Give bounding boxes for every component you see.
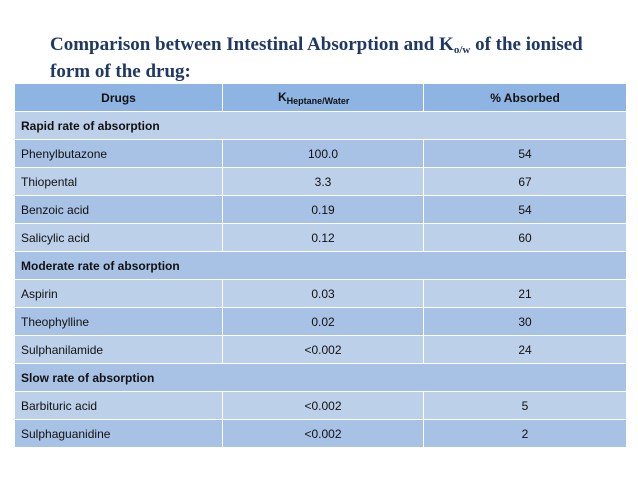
table-row: Barbituric acid <0.002 5 <box>14 391 627 420</box>
header-k-subscript: Heptane/Water <box>286 95 350 106</box>
absorbed-cell: 67 <box>423 167 627 196</box>
absorbed-cell: 24 <box>423 335 627 364</box>
k-value-cell: 3.3 <box>222 167 424 196</box>
k-value-cell: <0.002 <box>222 335 424 364</box>
title-text-start: Comparison between Intestinal Absorption… <box>50 34 454 55</box>
k-value-cell: 0.02 <box>222 307 424 336</box>
header-k-main: K <box>278 89 287 104</box>
drug-name-cell: Aspirin <box>14 279 223 308</box>
absorption-table: Drugs KHeptane/Water % Absorbed Rapid ra… <box>14 83 627 448</box>
absorbed-cell: 30 <box>423 307 627 336</box>
table-row: Phenylbutazone 100.0 54 <box>14 139 627 168</box>
k-value-cell: 0.03 <box>222 279 424 308</box>
absorbed-cell: 2 <box>423 419 627 448</box>
drug-name-cell: Theophylline <box>14 307 223 336</box>
drug-name-cell: Barbituric acid <box>14 391 223 420</box>
k-value-cell: 0.12 <box>222 223 424 252</box>
header-absorbed: % Absorbed <box>423 83 627 112</box>
table-row: Benzoic acid 0.19 54 <box>14 195 627 224</box>
title-text-end: of the ionised form of the drug: <box>50 34 583 82</box>
table-row: Sulphanilamide <0.002 24 <box>14 335 627 364</box>
group-row: Rapid rate of absorption <box>14 111 627 140</box>
drug-name-cell: Thiopental <box>14 167 223 196</box>
title-subscript: o/w <box>453 44 471 56</box>
drug-name-cell: Sulphanilamide <box>14 335 223 364</box>
table-header-row: Drugs KHeptane/Water % Absorbed <box>14 83 627 112</box>
table-row: Aspirin 0.03 21 <box>14 279 627 308</box>
absorbed-cell: 60 <box>423 223 627 252</box>
absorbed-cell: 5 <box>423 391 627 420</box>
table-row: Salicylic acid 0.12 60 <box>14 223 627 252</box>
page-title: Comparison between Intestinal Absorption… <box>50 34 620 83</box>
absorbed-cell: 21 <box>423 279 627 308</box>
table-row: Thiopental 3.3 67 <box>14 167 627 196</box>
header-k: KHeptane/Water <box>222 83 424 112</box>
group-label: Moderate rate of absorption <box>14 251 627 280</box>
absorbed-cell: 54 <box>423 195 627 224</box>
group-label: Rapid rate of absorption <box>14 111 627 140</box>
group-row: Moderate rate of absorption <box>14 251 627 280</box>
drug-name-cell: Benzoic acid <box>14 195 223 224</box>
absorbed-cell: 54 <box>423 139 627 168</box>
table-row: Sulphaguanidine <0.002 2 <box>14 419 627 448</box>
group-row: Slow rate of absorption <box>14 363 627 392</box>
group-label: Slow rate of absorption <box>14 363 627 392</box>
k-value-cell: 0.19 <box>222 195 424 224</box>
header-drugs: Drugs <box>14 83 223 112</box>
drug-name-cell: Phenylbutazone <box>14 139 223 168</box>
k-value-cell: 100.0 <box>222 139 424 168</box>
k-value-cell: <0.002 <box>222 391 424 420</box>
drug-name-cell: Salicylic acid <box>14 223 223 252</box>
drug-name-cell: Sulphaguanidine <box>14 419 223 448</box>
table-body: Rapid rate of absorption Phenylbutazone 10… <box>14 111 627 448</box>
table-row: Theophylline 0.02 30 <box>14 307 627 336</box>
k-value-cell: <0.002 <box>222 419 424 448</box>
